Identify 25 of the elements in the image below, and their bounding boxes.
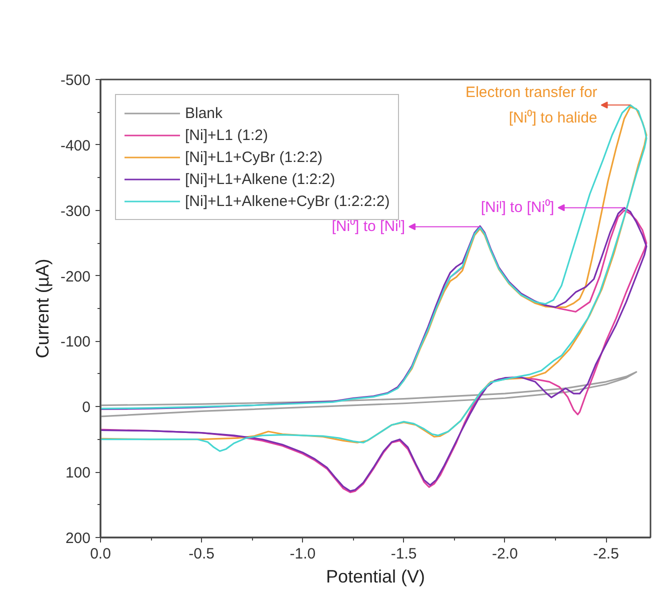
- legend-label: [Ni]+L1+CyBr (1:2:2): [185, 148, 323, 167]
- y-tick-label: -500: [60, 72, 91, 89]
- y-tick-label: 200: [65, 530, 91, 547]
- x-tick-label: -0.5: [188, 546, 215, 562]
- legend-label: Blank: [185, 104, 223, 123]
- y-tick-label: 100: [65, 464, 91, 482]
- y-axis-title: Current (µA): [32, 258, 52, 358]
- annotation: [Ni⁰] to [Niᴵ]: [332, 218, 406, 236]
- y-tick-label: -200: [60, 268, 91, 286]
- legend-label: [Ni]+L1+Alkene+CyBr (1:2:2:2): [185, 192, 390, 211]
- x-axis-title: Potential (V): [326, 566, 426, 586]
- annotation: Electron transfer for [Ni⁰] to halide: [466, 84, 598, 126]
- y-tick-label: -100: [60, 334, 91, 351]
- annotation: [Niᴵ] to [Ni⁰]: [480, 199, 554, 216]
- legend-label: [Ni]+L1+Alkene (1:2:2): [185, 170, 336, 189]
- y-tick-label: 0: [82, 399, 90, 416]
- x-tick-label: -2.0: [492, 546, 518, 562]
- y-tick-label: -400: [60, 137, 91, 154]
- x-tick-label: -1.0: [290, 546, 316, 562]
- line-series: [100, 371, 638, 418]
- x-tick-label: 0.0: [90, 546, 111, 562]
- legend-label: [Ni]+L1 (1:2): [185, 126, 268, 145]
- x-tick-label: -2.5: [593, 546, 619, 562]
- x-tick-label: -1.5: [390, 546, 417, 562]
- y-tick-label: -300: [60, 202, 91, 220]
